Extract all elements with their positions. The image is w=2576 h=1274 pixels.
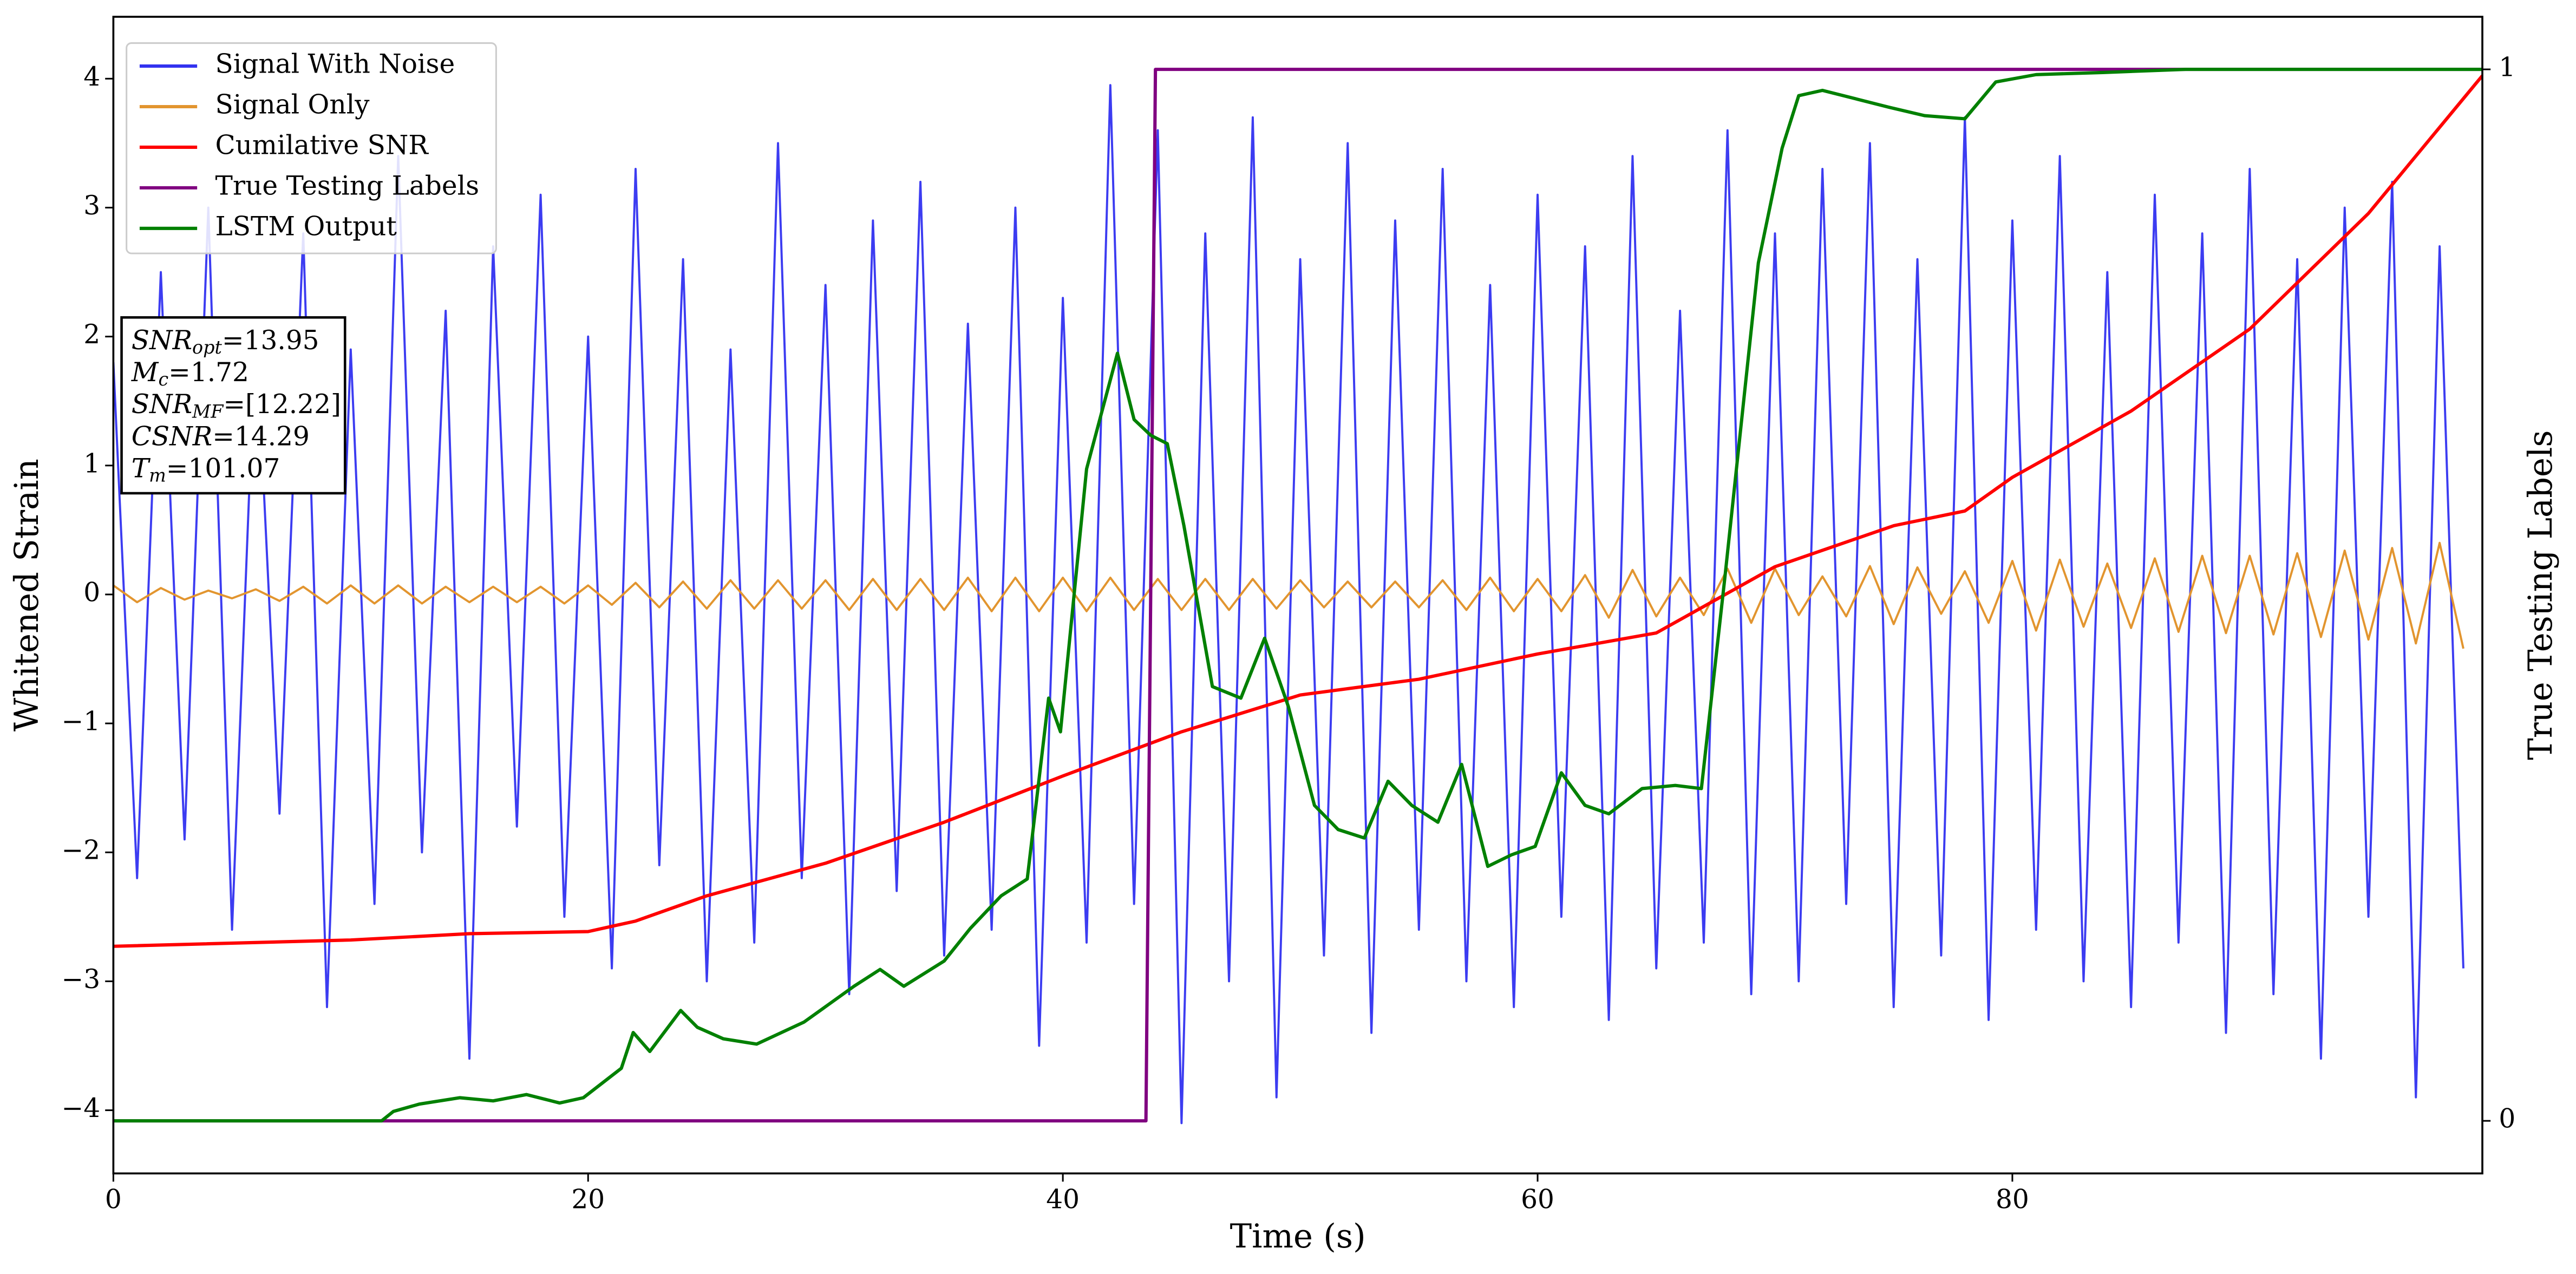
- series-line: [113, 68, 2483, 1123]
- series-line: [113, 68, 2483, 1123]
- y-tick-label: −4: [62, 1093, 101, 1123]
- legend-label: LSTM Output: [215, 211, 397, 241]
- series-line: [113, 84, 2464, 1125]
- y-tick-label: −3: [62, 964, 101, 995]
- annotation-value: =14.29: [212, 421, 310, 452]
- x-tick-label: 20: [571, 1184, 605, 1214]
- y-tick-label: −2: [62, 835, 101, 866]
- annotation-text: Mc=1.72: [131, 357, 249, 390]
- legend-box: [126, 42, 497, 254]
- y-tick-label: 1: [83, 448, 100, 479]
- y2-tick-label: 0: [2499, 1104, 2515, 1134]
- annotation-frame: [120, 316, 346, 495]
- legend-label: Cumilative SNR: [215, 130, 429, 160]
- annotation-sub: opt: [192, 337, 222, 358]
- y-tick-label: 2: [83, 319, 100, 350]
- plot-area: [113, 68, 2483, 1125]
- annotation-value: =1.72: [168, 357, 249, 387]
- annotation-name: M: [131, 357, 159, 387]
- annotation-text: CSNR=14.29: [132, 421, 310, 452]
- annotation-name: T: [132, 453, 151, 484]
- y2-axis-label: True Testing Labels: [2522, 430, 2560, 760]
- y-tick-label: 4: [83, 62, 100, 92]
- annotation-sub: m: [149, 465, 166, 486]
- annotation-value: =13.95: [222, 325, 319, 355]
- x-tick-label: 80: [1996, 1184, 2029, 1214]
- x-axis-label: Time (s): [1230, 1218, 1366, 1256]
- annotation-value: =101.07: [166, 453, 280, 484]
- legend-label: Signal With Noise: [215, 49, 455, 80]
- x-tick-label: 0: [105, 1184, 122, 1214]
- x-tick-label: 60: [1521, 1184, 1554, 1214]
- y-tick-label: −1: [62, 707, 101, 737]
- y2-tick-label: 1: [2499, 53, 2515, 83]
- y-tick-label: 3: [83, 191, 100, 221]
- annotation-text: Tm=101.07: [132, 453, 280, 486]
- annotation-value: =[12.22]: [223, 389, 341, 420]
- legend: Signal With Noise Signal Only Cumilative S…: [126, 42, 497, 254]
- y-tick-label: 0: [83, 577, 100, 607]
- annotation-sub: MF: [192, 401, 224, 422]
- legend-label: Signal Only: [215, 89, 370, 120]
- legend-label: True Testing Labels: [215, 171, 480, 201]
- series-line: [113, 74, 2483, 948]
- annotation-box: SNRopt=13.95Mc=1.72SNRMF=[12.22]CSNR=14.…: [120, 316, 346, 495]
- x-tick-label: 40: [1046, 1184, 1080, 1214]
- annotation-text: SNRMF=[12.22]: [132, 389, 341, 422]
- annotation-name: SNR: [132, 389, 192, 420]
- series-line: [113, 541, 2464, 649]
- annotation-text: SNRopt=13.95: [132, 325, 319, 358]
- annotation-name: SNR: [132, 325, 192, 355]
- y-axis-label: Whitened Strain: [8, 459, 46, 731]
- annotation-sub: c: [158, 369, 168, 390]
- annotation-name: CSNR: [132, 421, 212, 452]
